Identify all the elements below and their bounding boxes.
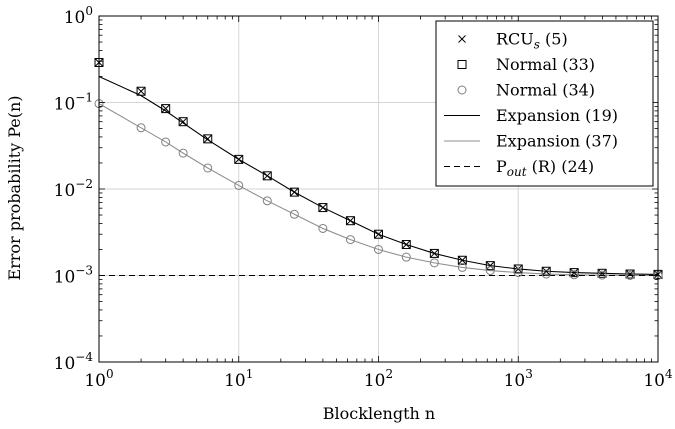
data-point-circle (203, 163, 213, 173)
data-point-square (401, 240, 411, 250)
data-point-cross (179, 117, 187, 126)
x-tick-label: 102 (364, 367, 393, 391)
legend-label: RCUs (5) (496, 30, 568, 52)
data-point-cross (402, 240, 411, 249)
data-point-circle (569, 270, 579, 280)
legend-box (435, 20, 654, 187)
data-point-circle (541, 269, 551, 279)
data-point-circle (457, 262, 467, 272)
x-tick-label: 103 (504, 367, 533, 391)
y-axis-label: Error probability Pe(n) (5, 95, 24, 280)
data-point-square (262, 171, 272, 181)
tick-labels: 100 101 102 103 104 100 10−1 10−2 10−3 10−4 (54, 4, 673, 391)
y-tick-label: 10−3 (54, 264, 93, 288)
legend-entry: Normal (34) (457, 81, 595, 100)
data-point-cross (290, 188, 299, 196)
legend-label: Normal (34) (496, 81, 595, 100)
data-point-circle (345, 235, 355, 245)
data-point-cross (374, 230, 383, 239)
series-layer (94, 58, 663, 280)
data-point-square (541, 266, 551, 276)
data-point-square (457, 255, 467, 265)
data-point-square (318, 203, 328, 213)
data-point-square (374, 229, 383, 239)
data-point-square (457, 60, 467, 69)
series-expansion-37- (98, 103, 658, 277)
y-tick-label: 10−2 (54, 177, 93, 201)
data-point-circle (513, 268, 523, 278)
data-point-circle (234, 180, 244, 190)
data-point-cross (263, 171, 272, 180)
x-tick-label: 101 (224, 367, 253, 391)
legend-entry: RCUs (5) (458, 30, 568, 52)
data-point-square (203, 134, 213, 144)
data-point-square (569, 268, 579, 278)
legend-label: Pout (R) (24) (496, 157, 594, 179)
legend-entry: Pout (R) (24) (444, 157, 594, 179)
data-point-cross (234, 155, 243, 164)
data-point-cross (570, 268, 579, 277)
legend-label: Expansion (19) (496, 106, 618, 125)
data-point-circle (161, 137, 171, 147)
y-tick-label: 10−4 (54, 350, 94, 374)
data-point-square (178, 117, 188, 127)
data-point-cross (458, 256, 467, 265)
series-rcus-5- (95, 58, 662, 279)
series-normal-33- (94, 58, 663, 279)
data-point-cross (542, 267, 551, 276)
y-tick-label: 10−1 (54, 91, 93, 115)
data-point-circle (318, 223, 328, 233)
legend-entry: Normal (33) (457, 55, 595, 74)
legend-entry: Expansion (19) (444, 106, 618, 125)
ticks (98, 16, 658, 363)
data-point-circle (429, 258, 439, 268)
y-tick-label: 100 (64, 4, 93, 28)
data-point-circle (401, 252, 411, 262)
data-point-square (234, 154, 244, 164)
legend-label: Normal (33) (496, 55, 595, 74)
data-point-cross (458, 35, 466, 43)
legend: RCUs (5) Normal (33) Normal (34) Expansion … (435, 20, 654, 187)
data-point-circle (178, 148, 188, 158)
data-point-cross (598, 269, 606, 278)
data-point-square (345, 216, 355, 226)
data-point-square (429, 248, 439, 258)
legend-entry: Expansion (37) (444, 132, 618, 151)
data-point-cross (319, 203, 327, 212)
data-point-square (485, 261, 495, 271)
data-point-cross (486, 261, 495, 270)
legend-label: Expansion (37) (496, 132, 618, 151)
data-point-cross (137, 87, 145, 96)
x-tick-label: 100 (84, 367, 113, 391)
data-point-cross (430, 249, 439, 258)
data-point-circle (625, 271, 635, 280)
series-line (98, 103, 658, 277)
data-point-cross (346, 216, 355, 225)
data-point-cross (203, 134, 212, 143)
data-point-circle (289, 209, 299, 219)
data-point-circle (597, 270, 607, 280)
data-point-circle (374, 244, 383, 254)
data-point-cross (161, 104, 170, 113)
data-point-circle (485, 266, 495, 276)
data-point-circle (457, 85, 467, 95)
data-point-square (161, 104, 171, 114)
data-point-square (513, 264, 523, 274)
data-point-square (289, 187, 299, 197)
data-point-circle (136, 123, 146, 133)
x-axis-label: Blocklength n (323, 404, 435, 423)
x-tick-label: 104 (643, 367, 673, 391)
data-point-circle (262, 196, 272, 206)
data-point-square (136, 86, 146, 96)
